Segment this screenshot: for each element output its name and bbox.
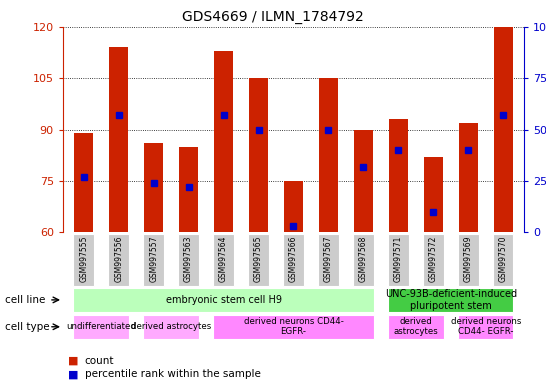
FancyBboxPatch shape	[493, 234, 513, 286]
Bar	[144, 143, 163, 232]
FancyBboxPatch shape	[388, 288, 513, 312]
Text: GDS4669 / ILMN_1784792: GDS4669 / ILMN_1784792	[182, 10, 364, 23]
Text: count: count	[85, 356, 114, 366]
Bar	[179, 147, 198, 232]
Bar	[354, 130, 373, 232]
FancyBboxPatch shape	[144, 315, 199, 339]
Text: UNC-93B-deficient-induced
pluripotent stem: UNC-93B-deficient-induced pluripotent st…	[385, 289, 517, 311]
FancyBboxPatch shape	[74, 315, 129, 339]
Text: GSM997569: GSM997569	[464, 236, 473, 282]
Text: embryonic stem cell H9: embryonic stem cell H9	[165, 295, 282, 305]
Bar	[74, 133, 93, 232]
Text: GSM997567: GSM997567	[324, 236, 333, 282]
Bar	[459, 123, 478, 232]
Bar	[284, 181, 303, 232]
Bar	[319, 78, 338, 232]
Text: GSM997557: GSM997557	[149, 236, 158, 282]
FancyBboxPatch shape	[388, 234, 408, 286]
Text: GSM997565: GSM997565	[254, 236, 263, 282]
Text: GSM997566: GSM997566	[289, 236, 298, 282]
Text: GSM997556: GSM997556	[114, 236, 123, 282]
FancyBboxPatch shape	[179, 234, 199, 286]
Text: derived neurons CD44-
EGFR-: derived neurons CD44- EGFR-	[244, 317, 343, 336]
Text: cell type: cell type	[5, 322, 50, 332]
FancyBboxPatch shape	[458, 234, 478, 286]
Text: GSM997568: GSM997568	[359, 236, 368, 282]
Bar	[424, 157, 443, 232]
FancyBboxPatch shape	[109, 234, 129, 286]
Text: GSM997571: GSM997571	[394, 236, 403, 282]
FancyBboxPatch shape	[213, 234, 234, 286]
FancyBboxPatch shape	[318, 234, 339, 286]
FancyBboxPatch shape	[423, 234, 443, 286]
Bar	[109, 47, 128, 232]
FancyBboxPatch shape	[248, 234, 269, 286]
Bar	[389, 119, 408, 232]
Text: derived astrocytes: derived astrocytes	[131, 322, 211, 331]
FancyBboxPatch shape	[213, 315, 373, 339]
Bar	[249, 78, 268, 232]
Bar	[214, 51, 233, 232]
Text: GSM997572: GSM997572	[429, 236, 438, 282]
Text: GSM997555: GSM997555	[79, 236, 88, 282]
FancyBboxPatch shape	[388, 315, 443, 339]
Text: ■: ■	[68, 356, 79, 366]
Text: GSM997564: GSM997564	[219, 236, 228, 282]
FancyBboxPatch shape	[74, 288, 373, 312]
Text: GSM997570: GSM997570	[498, 236, 508, 282]
FancyBboxPatch shape	[353, 234, 373, 286]
FancyBboxPatch shape	[144, 234, 164, 286]
Text: percentile rank within the sample: percentile rank within the sample	[85, 369, 260, 379]
Text: derived neurons
CD44- EGFR-: derived neurons CD44- EGFR-	[450, 317, 521, 336]
Text: ■: ■	[68, 369, 79, 379]
Text: GSM997563: GSM997563	[184, 236, 193, 282]
Text: cell line: cell line	[5, 295, 46, 305]
Text: derived
astrocytes: derived astrocytes	[394, 317, 438, 336]
FancyBboxPatch shape	[283, 234, 304, 286]
Text: undifferentiated: undifferentiated	[66, 322, 136, 331]
FancyBboxPatch shape	[74, 234, 94, 286]
FancyBboxPatch shape	[458, 315, 513, 339]
Bar	[494, 27, 513, 232]
